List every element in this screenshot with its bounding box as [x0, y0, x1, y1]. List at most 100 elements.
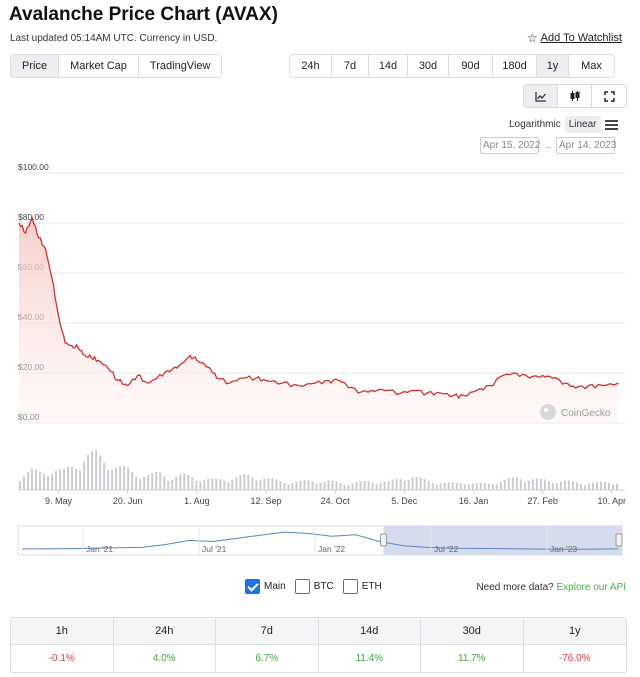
volume-bar	[531, 479, 534, 490]
volume-bar	[547, 481, 550, 490]
volume-bar	[587, 483, 590, 490]
volume-bar	[535, 478, 538, 490]
checkbox-btc[interactable]: BTC	[294, 579, 334, 594]
volume-bar	[395, 478, 398, 490]
chart-type-tabs: Price Market Cap TradingView	[10, 54, 223, 78]
scale-logarithmic[interactable]: Logarithmic	[509, 119, 561, 130]
volume-bar	[195, 480, 198, 490]
volume-bar	[163, 476, 166, 490]
volume-bar	[83, 461, 86, 490]
perf-header-24h: 24h	[113, 618, 216, 645]
volume-bar	[555, 483, 558, 490]
line-chart-button[interactable]	[524, 85, 558, 107]
volume-bar	[271, 478, 274, 490]
volume-bar	[223, 480, 226, 490]
volume-bar	[59, 469, 62, 490]
range-14d[interactable]: 14d	[369, 55, 408, 77]
volume-bar	[387, 481, 390, 490]
navigator-handle[interactable]	[615, 533, 623, 547]
volume-bar	[175, 476, 178, 490]
volume-bar	[67, 466, 70, 490]
volume-bar	[379, 482, 382, 490]
volume-bar	[31, 468, 34, 490]
volume-bar	[515, 477, 518, 490]
x-tick-label: 20. Jun	[113, 496, 143, 506]
last-updated-text: Last updated 05:14AM UTC. Currency in US…	[10, 33, 218, 44]
date-range-picker: Apr 15, 2022 → Apr 14, 2023	[480, 137, 616, 154]
volume-bar	[611, 484, 614, 490]
range-180d[interactable]: 180d	[493, 55, 537, 77]
range-max[interactable]: Max	[581, 60, 602, 72]
volume-bar	[71, 467, 74, 490]
volume-bar	[279, 481, 282, 490]
volume-bar	[347, 484, 350, 490]
volume-bar	[439, 483, 442, 490]
volume-bar	[415, 476, 418, 490]
volume-bar	[291, 483, 294, 490]
volume-bar	[235, 477, 238, 490]
range-7d[interactable]: 7d	[332, 55, 369, 77]
volume-bar	[203, 480, 206, 490]
scale-linear[interactable]: Linear	[564, 116, 601, 133]
price-chart[interactable]: $0.00$20.00$40.00$60.00$80.00$100.00 Coi…	[0, 160, 640, 560]
volume-bar	[607, 482, 610, 490]
range-90d[interactable]: 90d	[449, 55, 493, 77]
volume-bar	[135, 476, 138, 490]
volume-bar	[303, 480, 306, 490]
volume-bar	[603, 481, 606, 490]
page-title: Avalanche Price Chart (AVAX)	[9, 4, 278, 25]
x-tick-label: 5. Dec	[391, 496, 418, 506]
volume-bar	[147, 474, 150, 490]
candlestick-button[interactable]	[558, 85, 592, 107]
add-to-watchlist-link[interactable]: ☆ Add To Watchlist	[527, 32, 622, 45]
volume-bar	[511, 477, 514, 490]
compare-options: Main BTC ETH	[245, 579, 391, 594]
volume-bar	[391, 479, 394, 490]
range-24h[interactable]: 24h	[290, 55, 332, 77]
volume-bar	[351, 483, 354, 490]
volume-bar	[287, 484, 290, 490]
checkbox-eth[interactable]: ETH	[342, 579, 382, 594]
volume-bar	[255, 480, 258, 490]
x-tick-label: 12. Sep	[250, 496, 281, 506]
volume-bar	[107, 470, 110, 490]
volume-bar	[595, 482, 598, 490]
volume-bar	[19, 481, 21, 490]
volume-bar	[319, 482, 322, 490]
more-data-text: Need more data? Explore our API	[476, 582, 626, 593]
volume-bar	[315, 483, 318, 490]
volume-bar	[27, 471, 30, 490]
arrow-right-icon: →	[543, 140, 552, 151]
volume-bar	[575, 482, 578, 490]
volume-bar	[259, 480, 262, 490]
volume-bar	[35, 469, 38, 490]
volume-bar	[523, 482, 526, 490]
date-to-input[interactable]: Apr 14, 2023	[556, 137, 616, 154]
date-from-input[interactable]: Apr 15, 2022	[480, 137, 540, 154]
hamburger-menu-icon[interactable]	[604, 119, 618, 130]
range-30d[interactable]: 30d	[408, 55, 449, 77]
fullscreen-button[interactable]	[592, 85, 626, 107]
volume-bar	[463, 484, 466, 490]
range-1y[interactable]: 1y	[537, 55, 569, 77]
tab-tradingview[interactable]: TradingView	[149, 60, 211, 72]
navigator-handle[interactable]	[379, 533, 387, 547]
volume-bar	[455, 482, 458, 490]
volume-bar	[487, 483, 490, 490]
volume-bar	[503, 479, 506, 490]
navigator[interactable]: Jan '21 Jul '21 Jan '22 Jul '22 Jan '23	[17, 525, 623, 556]
tab-price[interactable]: Price	[11, 55, 60, 77]
tab-market-cap[interactable]: Market Cap	[59, 55, 139, 77]
perf-header-7d: 7d	[216, 618, 319, 645]
watchlist-label: Add To Watchlist	[540, 32, 622, 44]
checkbox-main[interactable]: Main	[245, 579, 286, 594]
explore-api-link[interactable]: Explore our API	[556, 582, 626, 593]
volume-bar	[383, 481, 386, 490]
volume-bar	[207, 478, 210, 490]
volume-bar	[579, 483, 582, 490]
perf-header-1h: 1h	[11, 618, 114, 645]
checkbox-icon	[245, 579, 260, 594]
volume-bar	[527, 480, 530, 490]
navigator-tick-label: Jan '23	[550, 544, 577, 554]
volume-bar	[295, 481, 298, 490]
